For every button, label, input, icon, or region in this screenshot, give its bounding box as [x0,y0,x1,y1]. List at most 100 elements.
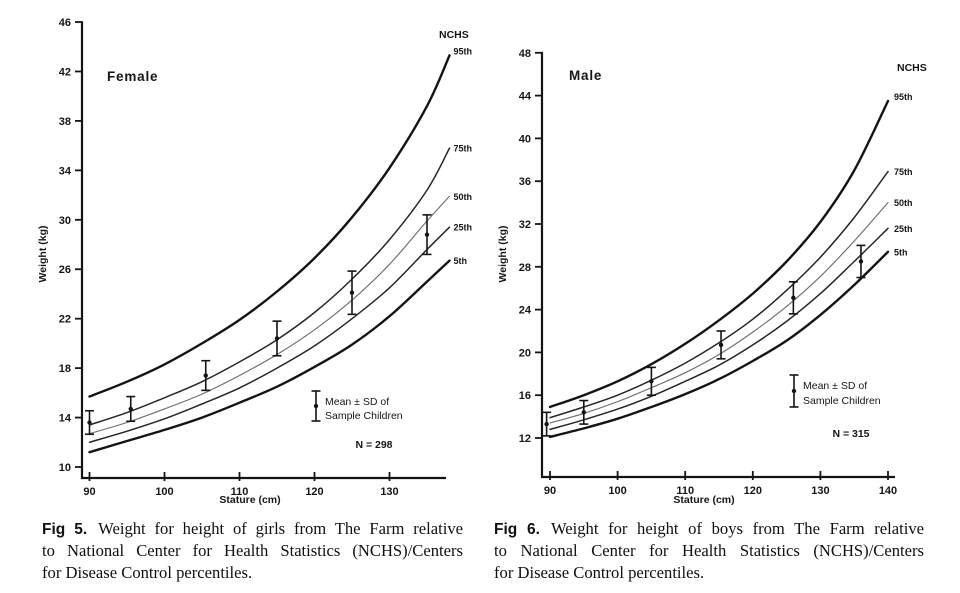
sample-error-bar [272,320,282,357]
sample-error-bar [856,244,866,279]
fig5-girls-chart: 10 14 18 22 26 30 34 38 42 46 90 100 110 120 130 Weight… [37,17,473,506]
mean-dot [349,290,355,295]
sample-error-bar [347,270,357,316]
sample-error-bar [646,366,656,397]
fig5-number-label: Fig 5. [42,521,88,538]
mean-dot [791,388,797,394]
chart-title: Male [569,68,602,83]
percentile-curve-50th [549,202,889,424]
legend: Mean ± SD of Sample Children N = 315 [789,374,881,440]
x-tick-label: 100 [155,486,173,498]
y-tick-label: 48 [519,48,531,60]
curve-label-75th: 75th [894,167,913,177]
y-tick-label: 36 [519,176,531,188]
caption-line: Fig 5. Weight for height of girls from Th… [42,518,463,540]
mean-dot [581,410,586,415]
legend-error-bar-glyph [789,374,799,408]
y-axis-title: Weight (kg) [497,226,509,283]
curve-label-50th: 50th [894,198,913,208]
caption-line: to National Center for Health Statistics… [42,541,463,561]
y-axis-title: Weight (kg) [37,226,49,283]
mean-dot [274,336,280,341]
sample-error-bar [85,409,94,436]
caption-text: Weight for height of girls from The Farm… [98,519,463,538]
y-tick-label: 22 [59,314,71,326]
percentile-curve-95th [88,54,451,398]
curve-label-25th: 25th [454,223,473,233]
curve-label-5th: 5th [454,256,468,266]
curve-label-95th: 95th [894,92,913,102]
mean-dot [791,295,796,301]
curve-label-75th: 75th [454,144,473,154]
percentile-curve-75th [549,170,889,419]
curve-label-50th: 50th [454,192,473,202]
x-axis-title: Stature (cm) [673,494,734,506]
percentile-curve-5th [88,259,451,454]
legend: Mean ± SD of Sample Children N = 298 [311,390,403,451]
x-tick-label: 130 [380,486,398,498]
sample-error-bar [542,411,552,437]
fig6-number-label: Fig 6. [494,521,540,538]
x-tick-label: 110 [231,486,249,498]
curve-label-25th: 25th [894,224,913,234]
y-tick-label: 16 [519,390,531,402]
caption-line: for Disease Control percentiles. [42,562,253,582]
y-tick-label: 14 [59,413,72,425]
mean-dot [858,259,864,264]
nchs-label: NCHS [439,29,469,41]
legend-line2: Sample Children [803,395,881,407]
y-tick-label: 34 [59,165,72,177]
mean-dot [718,342,724,348]
mean-dot [128,406,133,412]
axis-lines [540,53,895,479]
x-tick-label: 90 [544,485,556,497]
x-tick-label: 120 [305,486,323,498]
mean-dot [87,420,92,425]
y-tick-label: 46 [59,17,71,29]
curve-label-5th: 5th [894,247,908,257]
axis-lines [80,22,446,480]
x-tick-label: 110 [676,485,694,497]
fig6-caption: Fig 6. Weight for height of boys from The… [494,518,924,583]
y-tick-label: 12 [519,433,531,445]
chart-title: Female [107,69,158,84]
y-tick-label: 10 [59,462,71,474]
x-tick-label: 100 [608,485,626,497]
y-tick-label: 24 [519,305,532,317]
caption-text: Weight for height of boys from The Farm … [550,519,924,538]
caption-line: Fig 6. Weight for height of boys from The… [494,518,924,540]
legend-line1: Mean ± SD of [803,380,867,392]
sample-size-label: N = 315 [832,428,869,440]
sample-error-bar [579,399,589,425]
x-axis-title: Stature (cm) [219,494,280,506]
y-tick-label: 38 [59,116,71,128]
nchs-label: NCHS [897,62,927,74]
mean-dot [544,421,549,427]
x-tick-label: 90 [83,486,95,498]
sample-error-bar [422,214,432,256]
fig6-boys-chart: 12 16 20 24 28 32 36 40 44 48 90 100 110 120 130 140 Wei… [497,48,927,506]
y-tick-label: 40 [519,133,531,145]
sample-size-label: N = 298 [355,439,392,451]
curve-label-95th: 95th [454,46,473,56]
sample-error-bar [201,359,211,392]
y-tick-label: 20 [519,347,531,359]
y-tick-label: 42 [59,66,71,78]
percentile-curve-25th [549,227,889,431]
legend-error-bar-glyph [311,390,321,422]
y-tick-label: 32 [519,219,531,231]
legend-line2: Sample Children [325,410,403,422]
sample-error-bar [716,330,726,360]
x-tick-label: 140 [879,485,897,497]
y-tick-label: 44 [519,91,532,103]
percentile-curve-95th [548,99,890,409]
x-tick-label: 130 [811,485,829,497]
legend-line1: Mean ± SD of [325,396,389,408]
sample-error-bar [126,395,136,423]
y-tick-label: 28 [519,262,531,274]
percentile-curve-75th [88,147,451,426]
y-tick-label: 26 [59,264,71,276]
mean-dot [313,403,319,409]
mean-dot [203,373,208,378]
